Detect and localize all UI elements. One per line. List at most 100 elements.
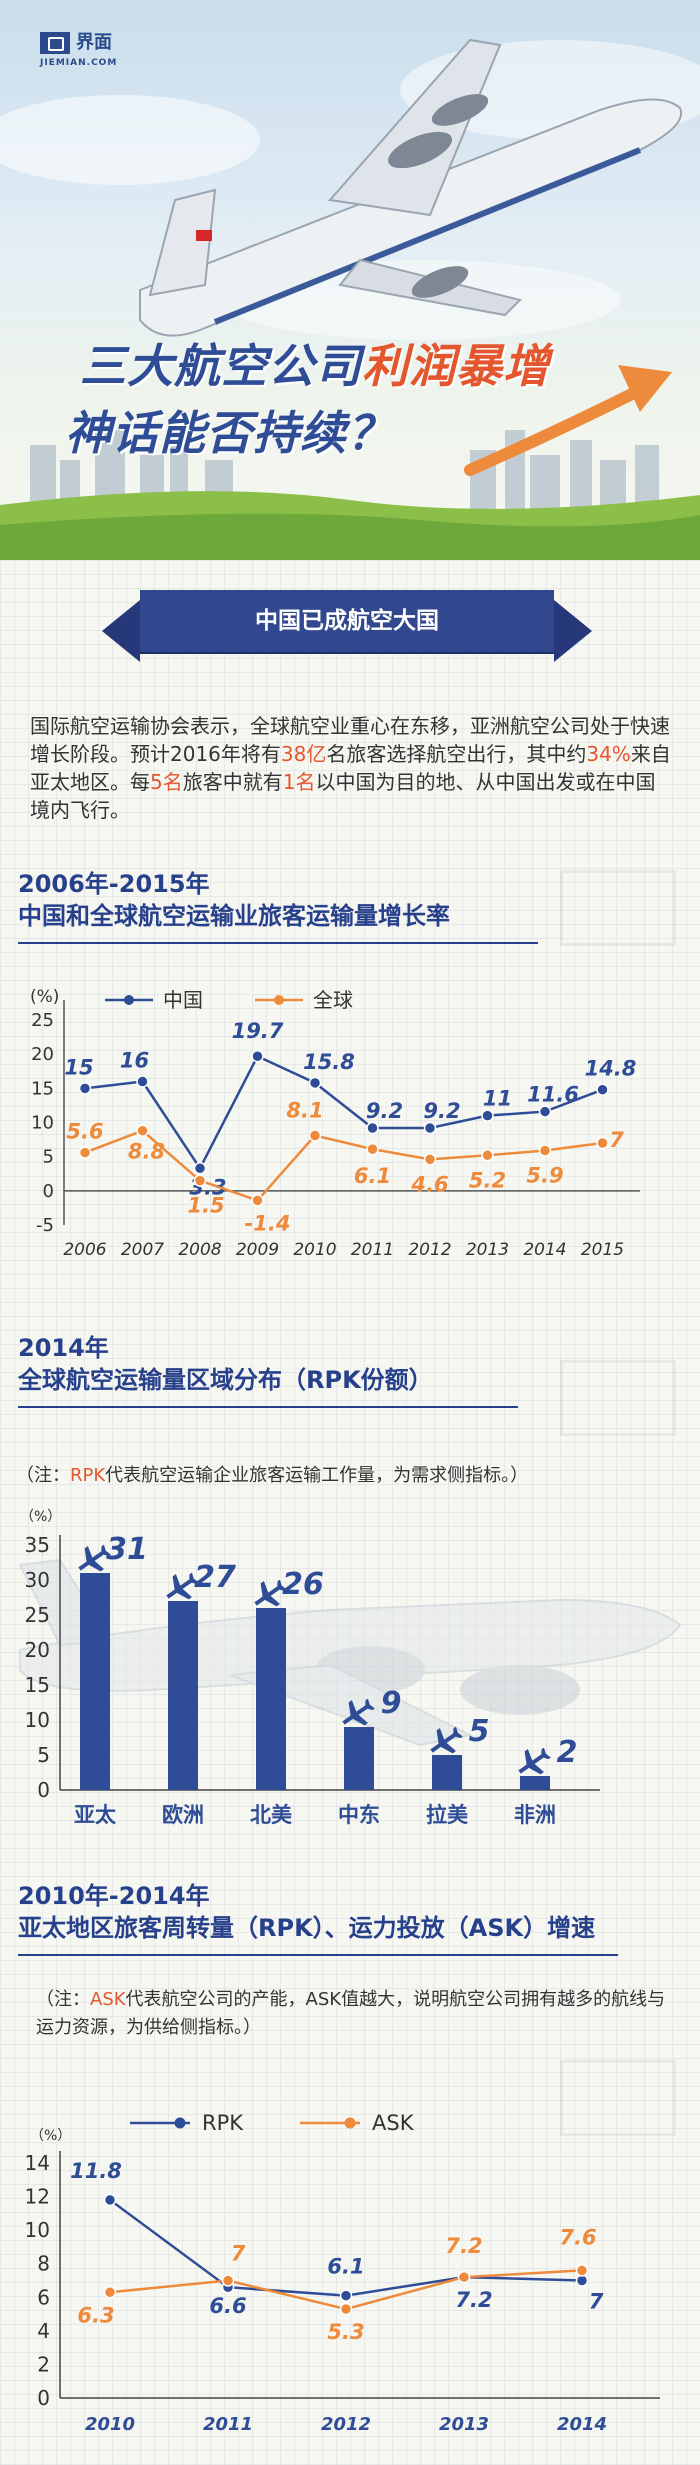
x-tick-label: 2012	[321, 2414, 371, 2435]
section-banner: 中国已成航空大国	[102, 590, 592, 662]
data-label: 7.2	[445, 2234, 482, 2258]
x-tick-label: 2006	[63, 1240, 106, 1260]
series-line-中国	[84, 1054, 603, 1171]
airplane-illustration	[139, 38, 683, 337]
bar-欧洲	[168, 1601, 198, 1790]
data-point	[538, 1105, 552, 1118]
x-tick-label: 2012	[408, 1240, 451, 1260]
note-highlight: ASK	[90, 1989, 126, 2010]
x-tick-label: 欧洲	[162, 1803, 204, 1827]
data-point	[366, 1142, 379, 1156]
data-label: 8.1	[286, 1098, 323, 1122]
data-label: 7	[589, 2290, 604, 2314]
y-tick-label: 12	[25, 2185, 50, 2209]
data-label: 16	[120, 1049, 149, 1073]
data-label: 5	[469, 1714, 490, 1749]
plane-icon	[342, 1698, 375, 1726]
section2-note: （注：RPK代表航空运输企业旅客运输工作量，为需求侧指标。）	[16, 1462, 528, 1490]
data-label: 14.8	[585, 1057, 637, 1081]
growth-arrow	[464, 384, 646, 476]
data-point	[575, 2264, 589, 2277]
legend-marker	[274, 995, 284, 1005]
x-tick-label: 2014	[523, 1240, 566, 1260]
data-point	[423, 1153, 437, 1166]
data-label: 11	[483, 1087, 512, 1111]
data-point	[221, 2274, 235, 2287]
data-point	[481, 1109, 494, 1122]
plane-icon-shape	[518, 1747, 551, 1775]
data-label: 27	[194, 1560, 236, 1595]
data-label: -1.4	[245, 1211, 291, 1235]
legend-label: 中国	[163, 988, 203, 1012]
hero-title-line2: 神话能否持续？	[65, 406, 394, 460]
note-highlight: RPK	[70, 1465, 106, 1486]
data-label: 8.8	[128, 1140, 165, 1164]
y-unit-label: （%）	[20, 1509, 61, 1525]
x-tick-label: 2007	[121, 1240, 164, 1260]
data-label: 1.5	[187, 1194, 224, 1218]
series-line-全球	[84, 1129, 603, 1202]
y-tick-label: 15	[31, 1078, 54, 1099]
data-label: 7.6	[559, 2225, 596, 2249]
plane-icon	[254, 1579, 287, 1607]
y-tick-label: 10	[25, 1708, 50, 1732]
data-label: 9.2	[423, 1099, 460, 1123]
intro-text: 名旅客选择航空出行，其中约	[326, 742, 587, 766]
intro-paragraph: 国际航空运输协会表示，全球航空业重心在东移，亚洲航空公司处于快速增长阶段。预计2…	[30, 712, 672, 824]
intro-text: 旅客中就有	[182, 770, 283, 794]
y-tick-label: 8	[37, 2252, 50, 2276]
logo[interactable]: 界面	[40, 32, 112, 54]
section2-underline	[18, 1406, 518, 1408]
note-text: 代表航空运输企业旅客运输工作量，为需求侧指标。）	[105, 1465, 529, 1486]
x-tick-label: 2015	[581, 1240, 624, 1260]
intro-text: 来自亚太地区。每	[30, 742, 671, 794]
note-text: （注：	[36, 1989, 90, 2010]
note-text: 代表航空公司的产能，ASK值越大，说明航空公司拥有越多的航线与运力资源，为供给侧…	[36, 1989, 666, 2038]
data-label: 15.8	[303, 1050, 355, 1074]
watermark-logo	[560, 1360, 676, 1436]
data-point	[366, 1121, 379, 1135]
hero-title-part1: 三大航空公司	[80, 339, 362, 393]
y-tick-label: 25	[25, 1603, 50, 1627]
section2-title: 2014年 全球航空运输量区域分布（RPK份额）	[18, 1332, 433, 1396]
plane-icon-shape	[342, 1698, 375, 1726]
x-tick-label: 2011	[351, 1240, 394, 1260]
data-point	[193, 1174, 207, 1187]
data-label: 6.3	[77, 2303, 114, 2327]
section3-title-line2: 亚太地区旅客周转量（RPK）、运力投放（ASK）增速	[18, 1914, 596, 1942]
section1-title-line1: 2006年-2015年	[18, 870, 210, 898]
x-tick-label: 2013	[466, 1240, 509, 1260]
data-label: 6.1	[354, 1164, 391, 1188]
hero-title-line1: 三大航空公司利润暴增	[80, 330, 550, 396]
intro-highlight: 1名	[282, 770, 316, 794]
data-label: 7	[609, 1128, 624, 1152]
logo-subtitle: JIEMIAN.COM	[40, 58, 118, 68]
data-label: 6.6	[209, 2294, 246, 2318]
watermark-logo	[560, 870, 676, 946]
hero-title-highlight: 利润暴增	[362, 339, 550, 393]
data-label: 6.1	[327, 2255, 364, 2279]
plane-icon	[518, 1747, 551, 1775]
data-point	[251, 1194, 264, 1207]
y-tick-label: 15	[25, 1673, 50, 1697]
data-point	[596, 1136, 609, 1150]
data-label: 26	[282, 1567, 324, 1602]
bar-中东	[344, 1727, 374, 1790]
y-tick-label: 35	[25, 1533, 50, 1557]
data-label: 15	[64, 1055, 93, 1079]
data-point	[78, 1146, 92, 1159]
intro-text: 国际航空运输协会表示，全球航空业重心在东移，亚洲航空公司处于快速增长阶段。预计2…	[30, 714, 670, 766]
legend-marker	[344, 2117, 356, 2129]
section3-title: 2010年-2014年 亚太地区旅客周转量（RPK）、运力投放（ASK）增速	[18, 1880, 595, 1944]
x-tick-label: 2011	[203, 2414, 253, 2435]
y-unit-label: (%)	[30, 987, 59, 1007]
note-text: （注：	[16, 1465, 70, 1486]
section3-note: （注：ASK代表航空公司的产能，ASK值越大，说明航空公司拥有越多的航线与运力资…	[36, 1986, 676, 2042]
y-tick-label: 5	[43, 1147, 54, 1168]
series-line-RPK	[109, 2198, 583, 2297]
x-tick-label: 亚太	[74, 1803, 117, 1827]
intro-text: 以中国为目的地、从中国出发或在中国境内飞行。	[30, 770, 656, 822]
plane-icon	[78, 1544, 111, 1572]
y-tick-label: 20	[25, 1638, 50, 1662]
